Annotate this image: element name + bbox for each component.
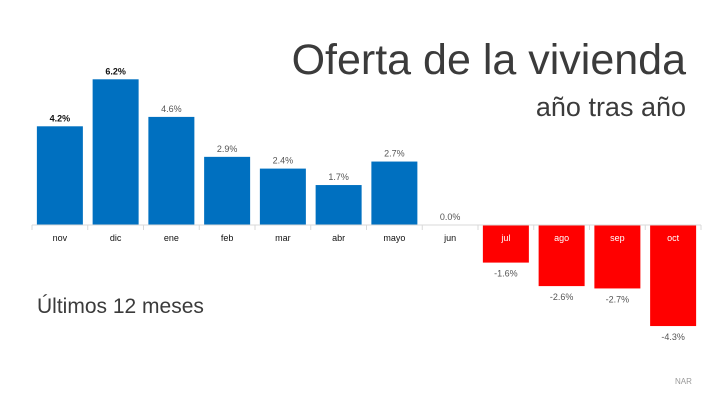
category-label: mar [275, 233, 291, 243]
bar-ene [148, 116, 195, 225]
bar-dic [92, 79, 139, 225]
bar-abr [315, 185, 362, 225]
category-label: mayo [383, 233, 405, 243]
category-label: abr [332, 233, 345, 243]
category-label: dic [110, 233, 122, 243]
bar-oct [650, 225, 697, 327]
period-annotation: Últimos 12 meses [37, 295, 204, 318]
bar-nov [36, 126, 83, 225]
category-label: ene [164, 233, 179, 243]
data-label: -4.3% [661, 332, 685, 342]
bar-ago [538, 225, 585, 287]
chart-title: Oferta de la vivienda [291, 36, 686, 84]
category-label: nov [53, 233, 68, 243]
data-label: -1.6% [494, 269, 518, 279]
data-label: 2.4% [273, 156, 294, 166]
data-label: -2.7% [606, 294, 630, 304]
bar-sep [594, 225, 641, 289]
bar-mar [259, 168, 306, 225]
data-label: 0.0% [440, 212, 461, 222]
data-label: 1.7% [328, 172, 349, 182]
bar-feb [204, 156, 251, 225]
data-label: 4.6% [161, 104, 182, 114]
source-label: NAR [675, 377, 692, 386]
data-label: 4.2% [50, 113, 71, 123]
category-label: oct [667, 233, 680, 243]
bar-jul [482, 225, 529, 263]
data-label: 2.7% [384, 149, 405, 159]
category-label: sep [610, 233, 625, 243]
category-label: jul [500, 233, 510, 243]
data-label: 2.9% [217, 144, 238, 154]
bar-mayo [371, 161, 418, 225]
category-label: jun [443, 233, 456, 243]
chart-subtitle: año tras año [535, 92, 686, 122]
category-label: ago [554, 233, 569, 243]
data-label: 6.2% [105, 66, 126, 76]
category-label: feb [221, 233, 234, 243]
data-label: -2.6% [550, 292, 574, 302]
